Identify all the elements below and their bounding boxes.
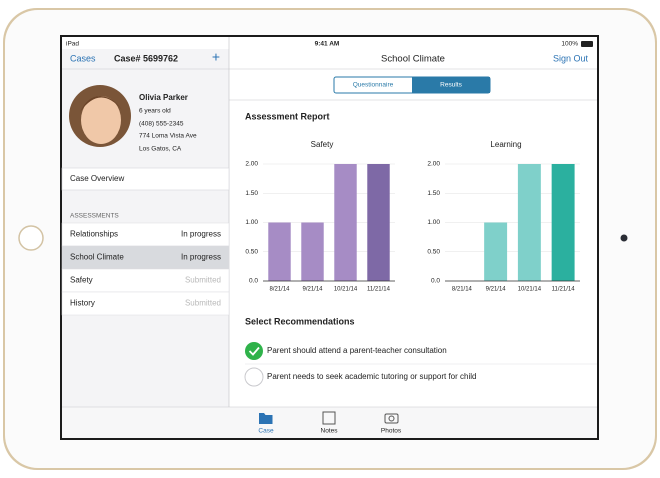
y-tick-label: 1.50 — [427, 190, 440, 197]
bar — [301, 222, 324, 281]
chart-title: Learning — [490, 140, 521, 149]
battery-icon — [581, 41, 593, 47]
photos-lens — [388, 415, 395, 422]
segment[interactable]: Questionnaire — [353, 82, 394, 89]
row-status: In progress — [181, 253, 221, 262]
chart-title: Safety — [311, 140, 334, 149]
row-label: School Climate — [70, 253, 124, 262]
tab[interactable]: Case — [258, 428, 274, 435]
add-button[interactable]: + — [212, 49, 220, 65]
status-battery: 100% — [561, 41, 578, 48]
photos-icon — [384, 413, 399, 424]
profile-hair — [80, 96, 122, 112]
bar — [334, 164, 357, 281]
profile-street: 774 Loma Vista Ave — [139, 133, 197, 140]
profile-face — [81, 96, 121, 144]
y-tick-label: 1.00 — [427, 219, 440, 226]
row-status: In progress — [181, 230, 221, 239]
profile-age: 6 years old — [139, 108, 171, 115]
bar — [551, 164, 575, 281]
overview-row[interactable] — [61, 167, 230, 191]
profile-name: Olivia Parker — [139, 93, 188, 102]
y-tick-label: 2.00 — [245, 161, 258, 168]
row-status: Submitted — [185, 299, 221, 308]
status-time: 9:41 AM — [315, 41, 340, 48]
section-header: ASSESSMENTS — [70, 213, 119, 220]
row-label: Relationships — [70, 230, 118, 239]
y-tick-label: 1.00 — [245, 219, 258, 226]
bar — [268, 222, 291, 281]
row-label: History — [70, 299, 95, 308]
row-label: Safety — [70, 276, 93, 285]
x-tick-label: 10/21/14 — [334, 287, 358, 293]
checkmark — [248, 346, 260, 356]
checkbox-checked[interactable] — [245, 342, 263, 360]
bar — [367, 164, 390, 281]
y-tick-label: 0.0 — [431, 278, 440, 285]
x-tick-label: 11/21/14 — [552, 287, 576, 293]
status-carrier: iPad — [66, 41, 79, 48]
checkbox[interactable] — [244, 367, 264, 387]
tab[interactable]: Notes — [321, 428, 339, 435]
notes-icon — [322, 411, 336, 425]
x-tick-label: 9/21/14 — [486, 287, 507, 293]
camera — [620, 234, 628, 242]
y-tick-label: 0.50 — [245, 248, 258, 255]
row-status: Submitted — [185, 276, 221, 285]
main-title: School Climate — [381, 54, 445, 65]
x-tick-label: 8/21/14 — [269, 287, 290, 293]
tab[interactable]: Photos — [381, 428, 402, 435]
y-tick-label: 1.50 — [245, 190, 258, 197]
case-icon — [259, 413, 273, 424]
x-tick-label: 9/21/14 — [302, 287, 323, 293]
overview-label: Case Overview — [70, 174, 124, 183]
recommendations-title: Select Recommendations — [245, 316, 355, 326]
x-tick-label: 8/21/14 — [452, 287, 473, 293]
bar — [517, 164, 541, 281]
profile-phone: (408) 555-2345 — [139, 121, 184, 128]
segment[interactable]: Results — [440, 82, 462, 89]
x-tick-label: 10/21/14 — [518, 287, 542, 293]
bar — [484, 222, 508, 281]
recommendation: Parent needs to seek academic tutoring o… — [267, 372, 476, 381]
sidebar-title: Case# 5699762 — [114, 53, 178, 63]
sign-out[interactable]: Sign Out — [553, 53, 589, 63]
profile-city: Los Gatos, CA — [139, 146, 182, 153]
y-tick-label: 2.00 — [427, 161, 440, 168]
home-button[interactable] — [18, 225, 44, 251]
recommendation: Parent should attend a parent-teacher co… — [267, 346, 447, 355]
list-row[interactable] — [61, 291, 230, 316]
back-button[interactable]: Cases — [70, 53, 96, 63]
y-tick-label: 0.50 — [427, 248, 440, 255]
segment-selected — [412, 77, 490, 93]
report-title: Assessment Report — [245, 111, 330, 121]
y-tick-label: 0.0 — [249, 278, 258, 285]
x-tick-label: 11/21/14 — [367, 287, 391, 293]
